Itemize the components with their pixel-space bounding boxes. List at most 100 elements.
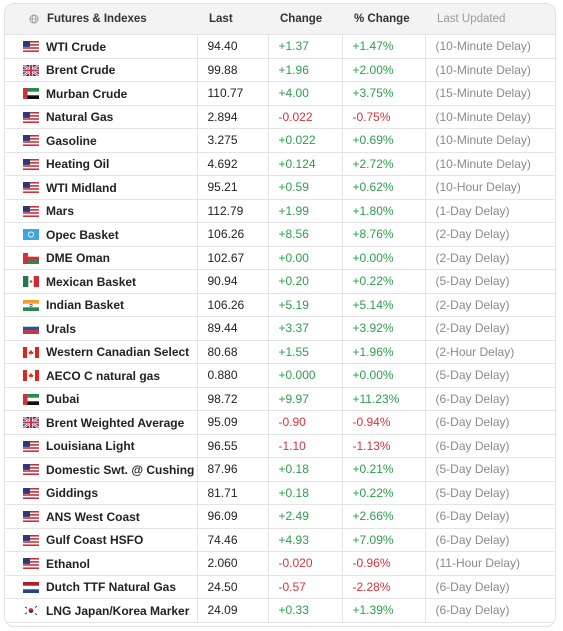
upd-cell: (10-Minute Delay) (424, 34, 555, 59)
flag-icon (22, 63, 40, 77)
pct-cell: +2.72% (341, 151, 426, 176)
instrument-name[interactable]: Heating Oil (46, 157, 110, 172)
header-label[interactable]: Futures & Indexes (47, 13, 147, 25)
flag-part (24, 606, 38, 616)
instrument-name[interactable]: Murban Crude (46, 86, 128, 101)
instrument-name[interactable]: Louisiana Light (46, 439, 135, 454)
table-row: Domestic Swt. @ Cushing 87.96 +0.18 +0.21%(… (5, 457, 555, 482)
flag-part (23, 121, 39, 123)
flag-icon (23, 487, 39, 499)
name-cell: Opec Basket (5, 222, 198, 247)
instrument-name[interactable]: Mars (46, 204, 75, 219)
flag-part (23, 158, 39, 161)
flag-icon (23, 41, 39, 53)
flag-part (23, 540, 39, 543)
name-cell: Dubai (5, 386, 198, 411)
flag-part (23, 487, 39, 499)
instrument-name[interactable]: Mexican Basket (46, 274, 137, 289)
chg-cell: +0.33 (267, 598, 343, 623)
instrument-name[interactable]: DME Oman (46, 251, 111, 266)
table-row: Natural Gas 2.894 -0.022 -0.75% (10-Minute D… (5, 104, 555, 129)
flag-part (23, 346, 27, 358)
instrument-name[interactable]: Giddings (46, 486, 98, 501)
last-cell: 24.09 (196, 598, 269, 623)
chg-cell: +0.18 (267, 457, 343, 482)
chg-cell: -0.57 (267, 574, 343, 599)
instrument-name[interactable]: Natural Gas (46, 110, 114, 125)
instrument-name[interactable]: Indian Basket (46, 298, 125, 313)
instrument-name[interactable]: Brent Weighted Average (46, 415, 185, 430)
flag-part (23, 473, 39, 476)
flag-icon (23, 464, 39, 476)
flag-part (23, 88, 39, 92)
flag-part (23, 88, 39, 100)
table-row: Indian Basket 106.26 +5.19 +5.14% (2-Day Del… (5, 292, 555, 317)
instrument-name[interactable]: Opec Basket (46, 227, 119, 242)
header-cell[interactable]: Change (268, 4, 342, 35)
name-cell: LNG Japan/Korea Marker (5, 598, 198, 623)
header-row: Futures & Indexes Last Change % Change L… (5, 4, 555, 35)
table-body: WTI Crude 94.40 +1.37 +1.47% (10-Minute Dela… (5, 34, 555, 623)
flag-part (23, 440, 39, 443)
last-cell: 87.96 (196, 457, 269, 482)
flag-part (35, 346, 39, 358)
pct-cell: +2.00% (341, 57, 426, 82)
flag-part (23, 567, 39, 570)
chg-cell: +5.19 (267, 292, 343, 317)
flag-part (23, 464, 39, 476)
last-cell: 2.060 (196, 551, 269, 576)
pct-cell: +11.23% (341, 386, 426, 411)
chg-cell: +0.00 (267, 245, 343, 270)
instrument-name[interactable]: Gasoline (46, 133, 97, 148)
flag-part (23, 141, 39, 143)
flag-part (23, 135, 39, 147)
pct-cell: +0.00% (341, 245, 426, 270)
last-cell: 96.09 (196, 504, 269, 529)
flag-part (23, 215, 39, 217)
instrument-name[interactable]: Domestic Swt. @ Cushing (46, 462, 195, 477)
name-cell: AECO C natural gas (5, 363, 198, 388)
upd-cell: (10-Minute Delay) (424, 104, 555, 129)
upd-cell: (10-Minute Delay) (424, 128, 555, 153)
upd-cell: (15-Minute Delay) (424, 81, 555, 106)
flag-icon (23, 393, 39, 405)
name-cell: DME Oman (5, 245, 198, 270)
instrument-name[interactable]: WTI Crude (46, 39, 106, 54)
instrument-name[interactable]: Urals (46, 321, 77, 336)
flag-icon (23, 370, 39, 382)
name-cell: Mars (5, 198, 198, 223)
instrument-name[interactable]: Dubai (46, 392, 80, 407)
header-cell[interactable]: Last Updated (425, 4, 555, 35)
instrument-name[interactable]: AECO C natural gas (46, 368, 161, 383)
flag-icon (23, 440, 39, 452)
table-row: Opec Basket 106.26 +8.56 +8.76% (2-Day Delay… (5, 222, 555, 247)
flag-part (23, 182, 30, 189)
flag-part (23, 564, 39, 566)
table-row: Louisiana Light 96.55 -1.10 -1.13% (6-Day De… (5, 433, 555, 458)
instrument-name[interactable]: Ethanol (46, 556, 90, 571)
instrument-name[interactable]: Western Canadian Select (46, 345, 190, 360)
flag-part (29, 303, 33, 307)
instrument-name[interactable]: Gulf Coast HSFO (46, 533, 144, 548)
pct-cell: -0.75% (341, 104, 426, 129)
upd-cell: (2-Day Delay) (424, 222, 555, 247)
table-row: Urals 89.44 +3.37 +3.92% (2-Day Delay) (5, 316, 555, 341)
instrument-name[interactable]: ANS West Coast (46, 509, 140, 524)
header-cell[interactable]: % Change (342, 4, 425, 35)
instrument-name[interactable]: Dutch TTF Natural Gas (46, 580, 177, 595)
flag-icon (23, 323, 39, 335)
flag-part (23, 299, 39, 311)
flag-part (23, 44, 39, 46)
instrument-name[interactable]: Brent Crude (46, 63, 116, 78)
flag-part (23, 581, 39, 593)
globe-icon (29, 14, 39, 24)
flag-part (23, 111, 39, 114)
instrument-name[interactable]: WTI Midland (46, 180, 117, 195)
flag-part (23, 517, 39, 519)
flag-part (23, 534, 39, 537)
header-cell[interactable]: Last (197, 4, 268, 35)
flag-part (23, 185, 39, 187)
instrument-name[interactable]: LNG Japan/Korea Marker (46, 603, 190, 618)
flag-part (23, 276, 29, 288)
flag-part (23, 182, 39, 184)
